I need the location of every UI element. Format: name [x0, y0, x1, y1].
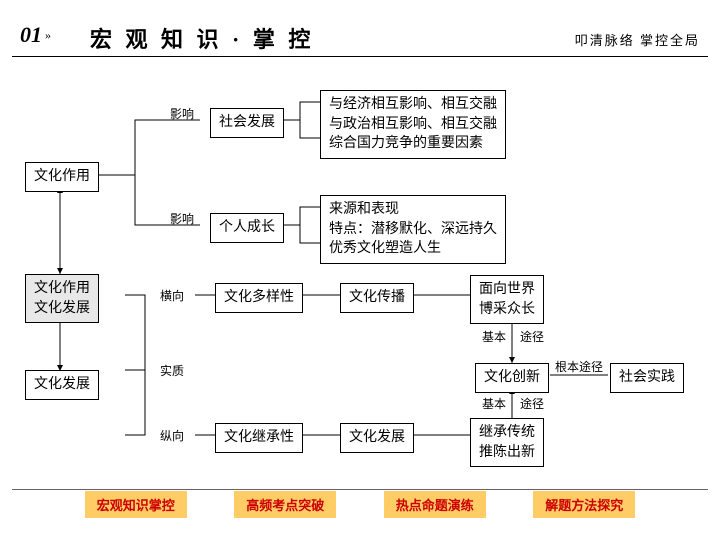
page-title: 宏 观 知 识 · 掌 控	[90, 22, 314, 54]
diagram-canvas: 文化作用 社会发展 与经济相互影响、相互交融 与政治相互影响、相互交融 综合国力…	[0, 80, 720, 480]
arrow-icon: »	[45, 28, 51, 43]
label-essence: 实质	[160, 362, 184, 379]
tab-exam[interactable]: 高频考点突破	[234, 491, 336, 518]
page-number: 01	[20, 22, 42, 48]
tab-hot[interactable]: 热点命题演练	[384, 491, 486, 518]
label-root-path: 根本途径	[555, 358, 603, 375]
node-world: 面向世界 博采众长	[470, 275, 544, 324]
node-practice: 社会实践	[610, 363, 684, 393]
node-center: 文化作用 文化发展	[25, 274, 99, 323]
node-culture-role: 文化作用	[25, 162, 99, 192]
tab-macro[interactable]: 宏观知识掌控	[85, 491, 187, 518]
node-innovation: 文化创新	[475, 363, 549, 393]
node-social-dev: 社会发展	[210, 108, 284, 138]
label-influence-1: 影响	[170, 105, 194, 122]
node-personal-growth: 个人成长	[210, 213, 284, 243]
node-tradition: 继承传统 推陈出新	[470, 418, 544, 467]
divider-bottom	[12, 489, 708, 490]
subtitle: 叩清脉络 掌控全局	[575, 30, 700, 49]
node-culture-dev: 文化发展	[25, 370, 99, 400]
tab-method[interactable]: 解题方法探究	[533, 491, 635, 518]
label-horizontal: 横向	[160, 287, 184, 304]
label-influence-2: 影响	[170, 210, 194, 227]
label-path-1: 途径	[520, 328, 544, 345]
node-diversity: 文化多样性	[215, 283, 303, 313]
divider-top	[12, 56, 708, 57]
label-path-2: 途径	[520, 395, 544, 412]
node-inherit: 文化继承性	[215, 423, 303, 453]
node-dev2: 文化发展	[340, 423, 414, 453]
label-vertical: 纵向	[160, 427, 184, 444]
tab-bar: 宏观知识掌控 高频考点突破 热点命题演练 解题方法探究	[0, 491, 720, 518]
label-basic-1: 基本	[482, 328, 506, 345]
node-personal-detail: 来源和表现 特点：潜移默化、深远持久 优秀文化塑造人生	[320, 195, 506, 264]
node-social-detail: 与经济相互影响、相互交融 与政治相互影响、相互交融 综合国力竞争的重要因素	[320, 90, 506, 159]
label-basic-2: 基本	[482, 395, 506, 412]
node-spread: 文化传播	[340, 283, 414, 313]
